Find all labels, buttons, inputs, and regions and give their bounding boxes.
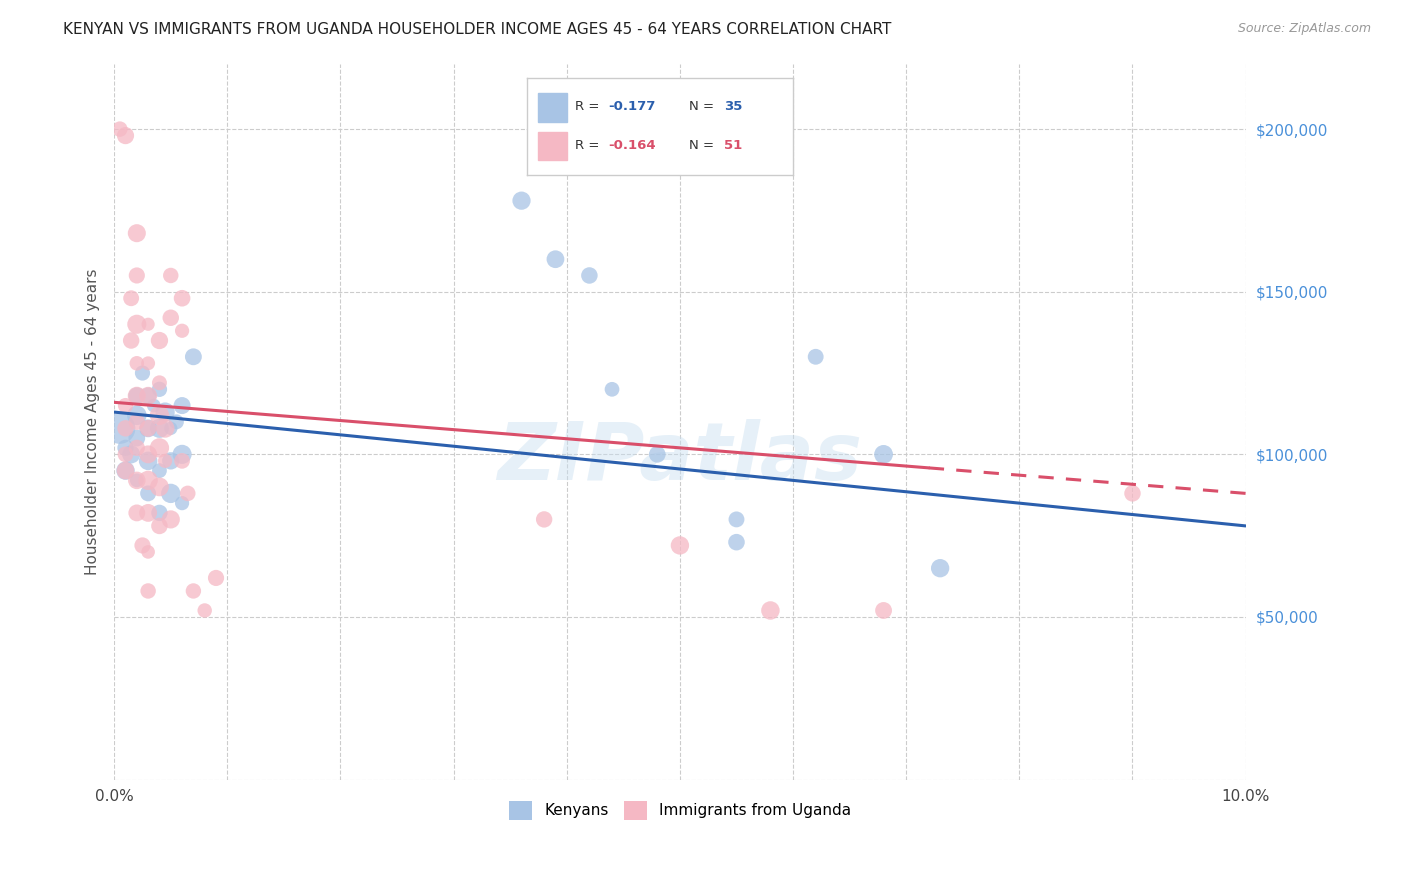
- Point: [114, 421, 136, 435]
- Point: [578, 268, 600, 283]
- Point: [114, 441, 136, 455]
- Point: [108, 421, 131, 435]
- Point: [544, 252, 567, 267]
- Point: [114, 464, 136, 478]
- Point: [725, 512, 748, 526]
- Point: [170, 496, 193, 510]
- Point: [205, 571, 228, 585]
- Point: [148, 480, 170, 494]
- Point: [148, 409, 170, 423]
- Point: [136, 506, 159, 520]
- Point: [170, 291, 193, 305]
- Point: [136, 318, 159, 332]
- Point: [194, 603, 217, 617]
- Point: [159, 310, 181, 325]
- Point: [600, 382, 623, 396]
- Point: [108, 122, 131, 136]
- Point: [759, 603, 782, 617]
- Point: [120, 291, 142, 305]
- Point: [148, 441, 170, 455]
- Point: [165, 415, 187, 429]
- Point: [114, 399, 136, 413]
- Point: [142, 399, 165, 413]
- Point: [170, 447, 193, 461]
- Point: [148, 506, 170, 520]
- Text: Source: ZipAtlas.com: Source: ZipAtlas.com: [1237, 22, 1371, 36]
- Point: [136, 447, 159, 461]
- Point: [170, 454, 193, 468]
- Point: [125, 226, 148, 240]
- Point: [148, 464, 170, 478]
- Point: [125, 506, 148, 520]
- Point: [153, 454, 176, 468]
- Point: [148, 382, 170, 396]
- Point: [148, 519, 170, 533]
- Point: [159, 512, 181, 526]
- Point: [153, 405, 176, 419]
- Point: [177, 486, 200, 500]
- Point: [148, 376, 170, 390]
- Point: [131, 366, 153, 380]
- Text: KENYAN VS IMMIGRANTS FROM UGANDA HOUSEHOLDER INCOME AGES 45 - 64 YEARS CORRELATI: KENYAN VS IMMIGRANTS FROM UGANDA HOUSEHO…: [63, 22, 891, 37]
- Point: [136, 356, 159, 370]
- Point: [125, 415, 148, 429]
- Point: [153, 421, 176, 435]
- Point: [120, 447, 142, 461]
- Point: [136, 421, 159, 435]
- Point: [872, 603, 894, 617]
- Point: [136, 454, 159, 468]
- Point: [170, 399, 193, 413]
- Point: [125, 389, 148, 403]
- Point: [136, 389, 159, 403]
- Point: [136, 584, 159, 599]
- Point: [510, 194, 533, 208]
- Point: [159, 421, 181, 435]
- Point: [929, 561, 952, 575]
- Y-axis label: Householder Income Ages 45 - 64 years: Householder Income Ages 45 - 64 years: [86, 268, 100, 575]
- Point: [125, 318, 148, 332]
- Point: [159, 268, 181, 283]
- Point: [114, 128, 136, 143]
- Point: [114, 447, 136, 461]
- Point: [120, 334, 142, 348]
- Point: [136, 421, 159, 435]
- Point: [125, 389, 148, 403]
- Point: [872, 447, 894, 461]
- Point: [148, 421, 170, 435]
- Point: [1121, 486, 1143, 500]
- Point: [131, 538, 153, 552]
- Point: [136, 474, 159, 488]
- Point: [125, 431, 148, 445]
- Point: [114, 464, 136, 478]
- Point: [148, 334, 170, 348]
- Point: [159, 486, 181, 500]
- Text: ZIPatlas: ZIPatlas: [498, 418, 862, 497]
- Point: [125, 356, 148, 370]
- Point: [183, 584, 205, 599]
- Point: [125, 474, 148, 488]
- Point: [136, 486, 159, 500]
- Point: [725, 535, 748, 549]
- Point: [125, 409, 148, 423]
- Point: [125, 441, 148, 455]
- Point: [669, 538, 692, 552]
- Point: [804, 350, 827, 364]
- Point: [136, 389, 159, 403]
- Legend: Kenyans, Immigrants from Uganda: Kenyans, Immigrants from Uganda: [503, 795, 858, 826]
- Point: [125, 268, 148, 283]
- Point: [136, 545, 159, 559]
- Point: [645, 447, 668, 461]
- Point: [159, 454, 181, 468]
- Point: [183, 350, 205, 364]
- Point: [125, 474, 148, 488]
- Point: [533, 512, 555, 526]
- Point: [170, 324, 193, 338]
